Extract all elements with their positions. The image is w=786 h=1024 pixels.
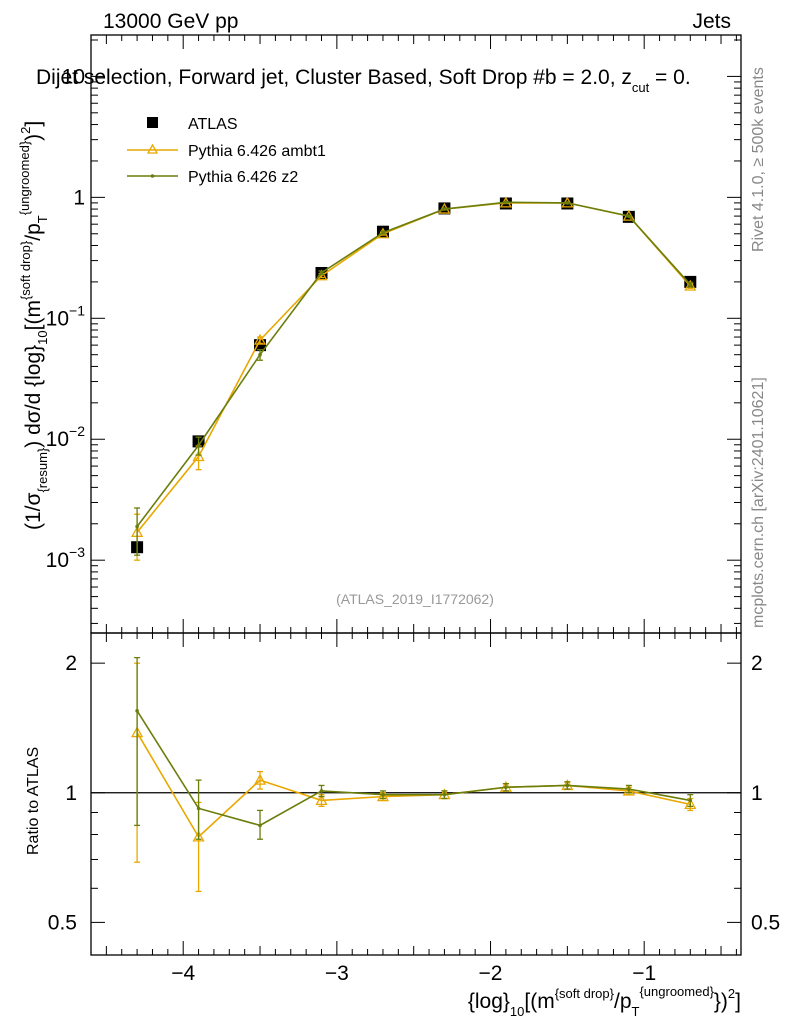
- plot-title: Dijet selection, Forward jet, Cluster Ba…: [36, 66, 691, 95]
- title-sub: cut: [632, 80, 650, 95]
- ratio-ytick-label-right: 2: [751, 652, 763, 675]
- point-marker-z2: [688, 282, 693, 287]
- point-marker-z2: [627, 214, 631, 218]
- ratio-ylabel: Ratio to ATLAS: [25, 747, 42, 855]
- main-ytick-label: 10−1: [46, 302, 86, 330]
- point-marker-z2: [565, 783, 570, 788]
- ratio-xtick-label: −3: [325, 962, 349, 985]
- legend-label-atlas: ATLAS: [188, 116, 238, 133]
- point-marker-z2: [565, 201, 570, 205]
- jets-label: Jets: [692, 10, 731, 33]
- watermark: (ATLAS_2019_I1772062): [336, 591, 494, 607]
- point-marker-z2: [135, 524, 139, 529]
- data-point-atlas: [254, 339, 267, 352]
- ratio-ytick-label-right: 1: [751, 782, 763, 805]
- point-marker-z2: [319, 270, 324, 275]
- series-line-z2: [136, 201, 691, 527]
- point-marker-z2: [381, 792, 385, 797]
- legend-label-ambt1: Pythia 6.426 ambt1: [188, 143, 326, 160]
- legend-label-z2: Pythia 6.426 z2: [188, 169, 298, 186]
- point-marker-z2: [319, 789, 324, 793]
- point-marker-ambt1: [376, 790, 390, 802]
- mcplots-label: mcplots.cern.ch [arXiv:2401.10621]: [750, 377, 767, 628]
- point-marker-z2: [196, 806, 201, 811]
- ratio-series: [91, 656, 741, 893]
- title-beta: b: [545, 66, 557, 89]
- point-marker-z2: [627, 787, 631, 791]
- main-ytick-label: 10: [62, 65, 85, 88]
- point-marker-z2: [258, 352, 262, 357]
- point-marker-ambt1: [253, 333, 267, 345]
- main-ytick-label: 1: [73, 186, 85, 209]
- ratio-xlabel: {log}10[(m{soft drop}/pT{ungroomed}})2]: [468, 984, 741, 1019]
- point-marker-ambt1: [192, 830, 205, 842]
- energy-label: 13000 GeV pp: [103, 10, 238, 33]
- point-marker-z2: [504, 785, 508, 790]
- point-marker-z2: [196, 443, 201, 448]
- main-series: [130, 196, 697, 561]
- point-marker-z2: [135, 709, 139, 713]
- point-marker-ambt1: [376, 227, 390, 239]
- title-eq: = 2.0, z: [557, 66, 632, 89]
- series-line-z2: [136, 710, 691, 827]
- point-marker-ambt1: [622, 784, 635, 796]
- point-marker-z2: [442, 207, 447, 211]
- ratio-xtick-label: −4: [171, 962, 195, 985]
- main-panel: 10−3 10−2 10−1 1 10 (ATLAS_2019_I1772062) (1…: [17, 34, 742, 634]
- ratio-ytick-label-left: 0.5: [48, 911, 77, 934]
- point-marker-ambt1: [253, 773, 267, 785]
- main-ytick-label: 10−3: [46, 544, 86, 572]
- point-marker-z2: [442, 792, 447, 797]
- ratio-ytick-label-left: 2: [65, 652, 77, 675]
- main-ylabel: (1/σ{resum}) dσ/d {log}10[(m{soft drop}/…: [17, 121, 50, 530]
- point-marker-z2: [688, 798, 693, 803]
- ratio-ytick-label-left: 1: [65, 782, 77, 805]
- legend-marker-atlas: [147, 117, 158, 128]
- point-marker-z2: [504, 200, 508, 205]
- main-axis-ticks: 10−3 10−2 10−1 1 10: [46, 35, 741, 633]
- title-tail: = 0.: [649, 66, 690, 89]
- legend-marker-ambt1: [146, 143, 159, 154]
- series-line-ambt1: [136, 202, 691, 533]
- ratio-ytick-label-right: 0.5: [751, 911, 780, 934]
- legend: ATLAS Pythia 6.426 ambt1 Pythia 6.426 z2: [127, 116, 326, 186]
- point-marker-ambt1: [684, 279, 697, 291]
- point-marker-z2: [381, 230, 385, 235]
- rivet-label: Rivet 4.1.0, ≥ 500k events: [750, 67, 767, 252]
- ratio-panel: 0.5 0.5 1 1 2 2 −4 −3 −2 −1 Ratio to ATLAS {log}1…: [25, 632, 780, 1019]
- ratio-axis-ticks: 0.5 0.5 1 1 2 2 −4 −3 −2 −1: [48, 633, 780, 985]
- series-line-ambt1: [136, 732, 691, 839]
- point-marker-ambt1: [315, 794, 328, 806]
- main-ytick-label: 10−2: [46, 423, 86, 451]
- legend-marker-z2: [150, 174, 155, 178]
- title-main: Dijet selection, Forward jet, Cluster Ba…: [36, 66, 545, 89]
- ratio-xtick-label: −1: [632, 962, 656, 985]
- ratio-xtick-label: −2: [479, 962, 503, 985]
- point-marker-ambt1: [684, 798, 697, 809]
- ratio-frame: [90, 632, 742, 956]
- point-marker-z2: [258, 823, 262, 828]
- point-marker-ambt1: [192, 450, 205, 462]
